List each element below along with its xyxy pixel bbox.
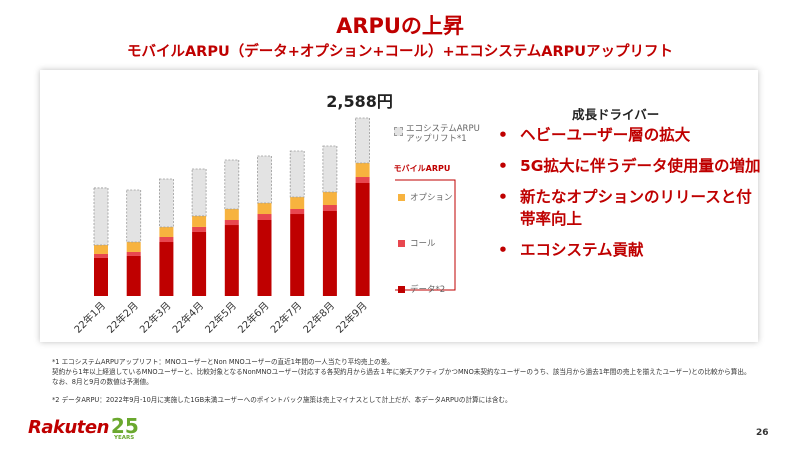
bar-segment xyxy=(355,162,370,178)
bar-segment xyxy=(290,197,305,209)
legend-swatch xyxy=(398,240,405,247)
driver-item: 5G拡大に伴うデータ使用量の増加 xyxy=(494,155,764,177)
group-bracket xyxy=(395,179,456,291)
legend-label: オプション xyxy=(410,193,453,203)
bar-segment xyxy=(191,168,207,217)
x-tick-label: 22年2月 xyxy=(104,299,141,336)
bar-segment xyxy=(355,182,370,296)
total-label: 2,588円 xyxy=(326,92,393,111)
logo-years: YEARS xyxy=(114,435,135,441)
bar-segment xyxy=(290,214,305,296)
slide-title: ARPUの上昇 xyxy=(336,14,464,38)
logo-word: Rakuten xyxy=(28,417,109,438)
driver-item: 新たなオプションのリリースと付帯率向上 xyxy=(494,186,764,230)
bar-segment xyxy=(257,155,272,204)
footnote: *1 エコシステムARPUアップリフト：MNOユーザーとNon MNOユーザーの… xyxy=(52,358,394,366)
bar-segment xyxy=(192,215,207,227)
bar-segment xyxy=(257,203,272,215)
footnotes: *1 エコシステムARPUアップリフト：MNOユーザーとNon MNOユーザーの… xyxy=(52,357,752,405)
bar-segment xyxy=(289,150,305,198)
legend-swatch xyxy=(398,194,405,201)
bar-segment xyxy=(94,253,108,258)
bar-segment xyxy=(126,251,141,256)
drivers-title: 成長ドライバー xyxy=(572,107,660,122)
x-tick-label: 22年8月 xyxy=(300,299,337,336)
bar-segment xyxy=(159,242,174,296)
page-number: 26 xyxy=(756,428,769,438)
bar-segment xyxy=(290,208,305,215)
legend-label: エコシステムARPUアップリフト*1 xyxy=(406,124,480,144)
bar-segment xyxy=(94,257,108,296)
bar-segment xyxy=(159,236,174,243)
bar-segment xyxy=(224,219,239,226)
bar-segment xyxy=(322,205,337,211)
footnote: 契約から1年以上経過しているMNOユーザーと、比較対象となるNonMNOユーザー… xyxy=(52,368,751,376)
slide-subtitle: モバイルARPU（データ+オプション+コール）+エコシステムARPUアップリフト xyxy=(126,44,674,60)
legend-swatch xyxy=(394,127,403,136)
x-tick-label: 22年7月 xyxy=(267,299,304,336)
bar-segment xyxy=(257,214,272,220)
bar-segment xyxy=(159,178,174,228)
bar-segment xyxy=(192,231,207,296)
legend-label: データ*2 xyxy=(410,285,446,295)
bar-segment xyxy=(257,219,272,296)
x-tick-label: 22年1月 xyxy=(71,299,108,336)
x-tick-label: 22年3月 xyxy=(137,299,174,336)
legend-label: コール xyxy=(410,239,436,249)
bar-segment xyxy=(322,192,337,206)
bar-segment xyxy=(355,177,370,183)
driver-item: エコシステム貢献 xyxy=(494,239,764,261)
footnote: なお、8月と9月の数値は予測値。 xyxy=(52,378,153,386)
bar-segment xyxy=(94,244,108,254)
bar-segment xyxy=(322,145,338,193)
footnote: *2 データARPU：2022年9月-10月に実施した1GB未満ユーザーへのポイ… xyxy=(52,396,512,404)
bar-segment xyxy=(192,226,207,232)
bar-segment xyxy=(224,225,239,296)
logo: Rakuten 25 YEARS xyxy=(28,414,139,441)
x-tick-label: 22年5月 xyxy=(202,299,239,336)
driver-item: ヘビーユーザー層の拡大 xyxy=(494,124,764,146)
bar-segment xyxy=(93,187,109,246)
legend-swatch xyxy=(398,286,405,293)
bar-segment xyxy=(224,159,240,210)
x-tick-label: 22年6月 xyxy=(235,299,272,336)
drivers-list: ヘビーユーザー層の拡大 5G拡大に伴うデータ使用量の増加新たなオプションのリリース… xyxy=(494,124,764,270)
bar-segment xyxy=(126,189,142,243)
bar-segment xyxy=(355,117,371,164)
chart: 22年1月22年2月22年3月22年4月22年5月22年6月22年7月22年8月… xyxy=(71,92,456,336)
bar-segment xyxy=(322,210,337,296)
x-tick-label: 22年9月 xyxy=(333,299,370,336)
group-label: モバイルARPU xyxy=(394,164,451,173)
logo-number: 25 xyxy=(110,414,139,438)
bar-segment xyxy=(224,208,239,220)
bar-segment xyxy=(159,227,174,237)
bar-segment xyxy=(126,255,141,296)
bar-segment xyxy=(126,242,141,252)
x-tick-label: 22年4月 xyxy=(169,299,206,336)
